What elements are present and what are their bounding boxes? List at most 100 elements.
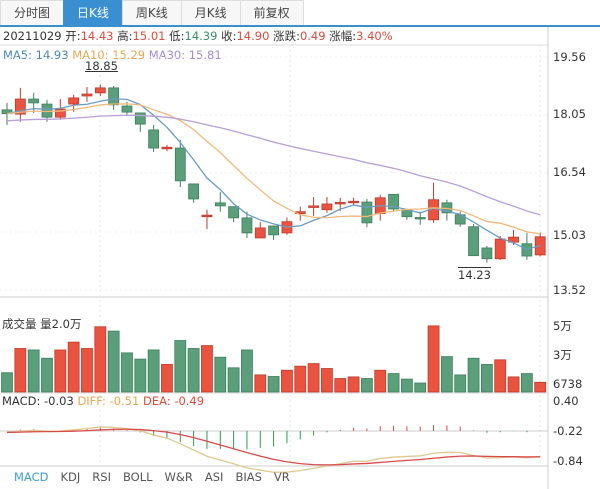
- volume-bar: [94, 326, 107, 393]
- ma30-value: 15.81: [188, 48, 222, 62]
- dea-value: -0.49: [174, 394, 205, 408]
- candle-body: [148, 129, 160, 149]
- volume-bar: [201, 345, 213, 393]
- volume-bar: [54, 349, 67, 393]
- indicator-tab-kdj[interactable]: KDJ: [60, 470, 81, 484]
- candle-body: [81, 93, 93, 97]
- macd-tick: 0.40: [553, 394, 579, 408]
- volume-bar: [267, 376, 280, 393]
- candle-body: [388, 193, 399, 210]
- candle-body: [214, 202, 226, 207]
- diff-line: [6, 426, 541, 473]
- volume-bar: [134, 358, 147, 393]
- volume-bar: [187, 348, 200, 393]
- high-label: 高:: [117, 29, 133, 43]
- price-tick: 15.03: [553, 228, 586, 242]
- volume-bar: [41, 357, 53, 393]
- date: 20211029: [3, 29, 62, 43]
- dea-label: DEA:: [142, 394, 171, 408]
- candle-body: [188, 183, 200, 200]
- indicator-tab-bias[interactable]: BIAS: [235, 470, 262, 484]
- candle-body: [174, 147, 186, 182]
- tab-weekly-k[interactable]: 周K线: [121, 0, 182, 25]
- pct-value: 3.40%: [356, 29, 393, 43]
- ma-legend: MA5: 14.93 MA10: 15.29 MA30: 15.81: [3, 48, 222, 62]
- volume-bar: [454, 374, 467, 393]
- candle-body: [414, 217, 426, 220]
- ma5-value: 14.93: [35, 48, 69, 62]
- price-tick: 13.52: [553, 283, 586, 297]
- price-tick: 19.56: [553, 50, 586, 64]
- indicator-tab-macd[interactable]: MACD: [14, 470, 49, 484]
- tab-daily-k[interactable]: 日K线: [63, 0, 123, 25]
- high-value: 15.01: [132, 29, 166, 43]
- volume-bar: [347, 376, 360, 393]
- volume-bar: [414, 382, 427, 393]
- candle-body: [254, 227, 266, 239]
- volume-bar: [281, 369, 293, 393]
- volume-bar: [174, 340, 187, 393]
- volume-bar: [67, 341, 80, 393]
- volume-bar: [374, 369, 387, 393]
- volume-bar: [440, 356, 453, 393]
- period-tabs: 分时图 日K线 周K线 月K线 前复权: [0, 0, 304, 25]
- volume-bar: [107, 330, 120, 393]
- candle-body: [348, 200, 359, 204]
- ma10-value: 15.29: [112, 48, 146, 62]
- volume-bar: [227, 367, 240, 393]
- volume-bar: [494, 359, 507, 393]
- candle-body: [228, 206, 240, 219]
- indicator-tab-boll[interactable]: BOLL: [122, 470, 153, 484]
- volume-bar: [534, 381, 547, 393]
- open-value: 14.43: [80, 29, 114, 43]
- candle-body: [481, 247, 493, 260]
- pct-label: 涨幅:: [329, 29, 357, 43]
- candle-body: [201, 214, 213, 218]
- tab-intraday[interactable]: 分时图: [0, 0, 65, 25]
- indicator-tab-wr[interactable]: W&R: [164, 470, 193, 484]
- indicator-tab-asi[interactable]: ASI: [204, 470, 224, 484]
- candle-body: [14, 98, 26, 115]
- indicator-tab-rsi[interactable]: RSI: [92, 470, 111, 484]
- candle-body: [321, 203, 333, 211]
- candle-body: [68, 97, 80, 105]
- volume-bar: [14, 348, 27, 393]
- tab-underline: [0, 25, 600, 27]
- candle-body: [94, 87, 106, 94]
- volume-bar: [147, 349, 160, 393]
- ohlc-info: 20211029 开:14.43 高:15.01 低:14.39 收:14.90…: [3, 28, 393, 44]
- volume-bar: [241, 349, 253, 393]
- price-tick: 16.54: [553, 165, 586, 179]
- candle-body: [334, 202, 346, 205]
- diff-value: -0.51: [109, 394, 140, 408]
- volume-bar: [520, 373, 533, 393]
- candle-body: [161, 146, 173, 150]
- candle-body: [54, 108, 66, 118]
- volume-tick: 5万: [553, 319, 572, 333]
- ma30-label: MA30:: [148, 48, 186, 62]
- volume-title: 成交量 量2.0万: [2, 317, 82, 331]
- volume-bar: [254, 374, 267, 393]
- macd-tick: -0.84: [553, 454, 583, 468]
- tab-forward-adjust[interactable]: 前复权: [239, 0, 304, 25]
- volume-bar: [81, 348, 93, 393]
- diff-label: DIFF:: [77, 394, 106, 408]
- ma30-line: [6, 114, 541, 216]
- price-tick: 18.05: [553, 107, 586, 121]
- open-label: 开:: [65, 29, 81, 43]
- volume-bar: [334, 378, 347, 393]
- candle-body: [468, 226, 479, 257]
- ma5-label: MA5:: [3, 48, 32, 62]
- change-label: 涨跌:: [273, 29, 300, 43]
- dea-line: [6, 428, 541, 466]
- close-value: 14.90: [236, 29, 270, 43]
- tab-monthly-k[interactable]: 月K线: [180, 0, 241, 25]
- ma10-line: [6, 103, 541, 235]
- volume-bar: [507, 376, 520, 393]
- macd-value: -0.03: [44, 394, 74, 408]
- volume-bar: [294, 365, 307, 393]
- volume-bar: [400, 378, 413, 393]
- volume-bar: [321, 368, 333, 393]
- indicator-tab-vr[interactable]: VR: [273, 470, 290, 484]
